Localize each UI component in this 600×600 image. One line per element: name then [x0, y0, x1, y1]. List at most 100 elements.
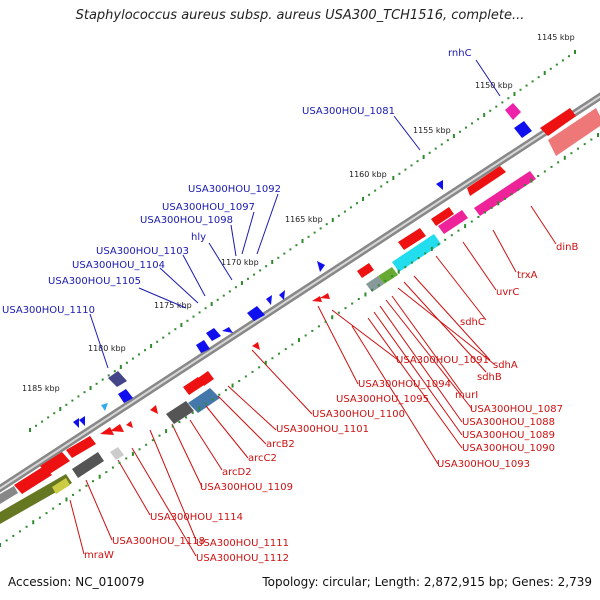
reverse-gene-arrow[interactable]: [72, 452, 104, 478]
forward-gene-arrow[interactable]: [196, 340, 210, 353]
gene-label[interactable]: dinB: [556, 242, 578, 253]
gene-label[interactable]: USA300HOU_1101: [276, 424, 369, 435]
gene-label[interactable]: USA300HOU_1088: [462, 417, 555, 428]
gene-label[interactable]: arcC2: [248, 453, 277, 464]
leader-line: [85, 479, 113, 541]
tick-mark: [228, 290, 231, 293]
tick-mark: [574, 50, 576, 54]
reverse-gene-arrow[interactable]: [320, 293, 330, 299]
reverse-gene-arrow[interactable]: [392, 234, 441, 272]
reverse-gene-arrow[interactable]: [110, 424, 124, 432]
tick-mark: [259, 269, 262, 272]
tick-mark: [557, 161, 560, 164]
gene-label[interactable]: USA300HOU_1093: [437, 459, 530, 470]
reverse-gene-arrow[interactable]: [474, 171, 536, 216]
reverse-gene-arrow[interactable]: [398, 228, 426, 250]
gene-label[interactable]: USA300HOU_1087: [470, 404, 563, 415]
reverse-gene-arrow[interactable]: [378, 267, 398, 284]
forward-gene-arrow[interactable]: [101, 403, 108, 411]
reverse-gene-arrow[interactable]: [40, 452, 70, 475]
gene-label[interactable]: USA300HOU_1100: [312, 409, 405, 420]
gene-label[interactable]: USA300HOU_1112: [196, 553, 289, 564]
reverse-gene-arrow[interactable]: [366, 276, 384, 292]
gene-label[interactable]: USA300HOU_1090: [462, 443, 555, 454]
gene-label[interactable]: USA300HOU_1094: [358, 379, 451, 390]
gene-label[interactable]: USA300HOU_1118: [112, 536, 205, 547]
forward-gene-arrow[interactable]: [73, 418, 79, 428]
tick-mark: [434, 147, 437, 150]
reverse-gene-arrow[interactable]: [100, 427, 114, 435]
gene-label[interactable]: USA300HOU_1105: [48, 276, 141, 287]
gene-label[interactable]: rnhC: [448, 48, 472, 59]
reverse-gene-arrow[interactable]: [467, 166, 506, 196]
tick-mark: [58, 503, 61, 505]
reverse-gene-arrow[interactable]: [198, 371, 214, 386]
reverse-gene-arrow[interactable]: [0, 486, 18, 504]
forward-gene-arrow[interactable]: [247, 306, 265, 321]
gene-label[interactable]: sdhA: [493, 360, 518, 371]
gene-label[interactable]: sdhC: [460, 317, 485, 328]
gene-label[interactable]: USA300HOU_1098: [140, 215, 233, 226]
reverse-gene-arrow[interactable]: [540, 108, 576, 136]
gene-label[interactable]: hly: [191, 232, 206, 243]
gene-label[interactable]: sdhB: [477, 372, 502, 383]
forward-gene-arrow[interactable]: [436, 180, 443, 190]
reverse-gene-labels: dinB trxA uvrC sdhC USA300HOU_1091 sdhB …: [84, 242, 578, 564]
reverse-gene-arrow[interactable]: [431, 207, 454, 226]
tick-mark: [178, 421, 181, 423]
tick-rail: [0, 50, 599, 547]
forward-gene-arrow[interactable]: [118, 389, 133, 403]
gene-label[interactable]: USA300HOU_1111: [196, 538, 289, 549]
reverse-gene-arrow[interactable]: [312, 296, 322, 302]
gene-label[interactable]: USA300HOU_1095: [336, 394, 429, 405]
gene-label[interactable]: uvrC: [496, 287, 519, 298]
gene-label[interactable]: USA300HOU_1104: [72, 260, 165, 271]
tick-mark: [550, 165, 553, 168]
gene-label[interactable]: USA300HOU_1103: [96, 246, 189, 257]
reverse-gene-arrow[interactable]: [52, 478, 70, 494]
forward-gene-arrow[interactable]: [222, 327, 233, 333]
tick-label: 1180 kbp: [88, 344, 126, 353]
tick-mark: [151, 439, 154, 442]
gene-label[interactable]: trxA: [517, 270, 538, 281]
forward-gene-arrow[interactable]: [108, 371, 127, 387]
tick-mark: [78, 489, 81, 492]
gene-label[interactable]: USA300HOU_1092: [188, 184, 281, 195]
tick-mark: [404, 266, 407, 269]
forward-gene-arrow[interactable]: [505, 103, 521, 120]
reverse-gene-arrow[interactable]: [438, 210, 468, 234]
forward-gene-arrow[interactable]: [279, 290, 285, 300]
reverse-gene-arrow[interactable]: [150, 405, 158, 414]
forward-gene-arrow[interactable]: [79, 416, 85, 426]
forward-gene-arrow[interactable]: [514, 121, 532, 138]
reverse-gene-arrow[interactable]: [188, 388, 220, 413]
forward-gene-arrow[interactable]: [317, 261, 325, 272]
gene-label[interactable]: arcB2: [266, 439, 295, 450]
reverse-gene-arrow[interactable]: [126, 421, 133, 428]
tick-mark: [465, 126, 467, 129]
forward-gene-arrow[interactable]: [266, 295, 272, 305]
gene-label[interactable]: mraW: [84, 550, 114, 561]
reverse-gene-arrow[interactable]: [548, 108, 600, 156]
gene-label[interactable]: USA300HOU_1089: [462, 430, 555, 441]
gene-label[interactable]: USA300HOU_1097: [162, 202, 255, 213]
tick-mark: [258, 366, 261, 369]
gene-label[interactable]: murI: [455, 390, 478, 401]
reverse-gene-arrow[interactable]: [357, 263, 374, 278]
reverse-gene-arrow[interactable]: [110, 447, 124, 460]
forward-gene-arrow[interactable]: [206, 328, 221, 341]
gene-label[interactable]: USA300HOU_1091: [396, 355, 489, 366]
gene-label[interactable]: arcD2: [222, 467, 252, 478]
tick-mark: [477, 216, 480, 218]
tick-mark: [543, 170, 546, 173]
gene-label[interactable]: USA300HOU_1114: [150, 512, 243, 523]
gene-label[interactable]: USA300HOU_1081: [302, 106, 395, 117]
reverse-gene-arrow[interactable]: [66, 436, 96, 458]
gene-label[interactable]: USA300HOU_1110: [2, 305, 95, 316]
tick-mark: [29, 428, 31, 432]
gene-label[interactable]: USA300HOU_1109: [200, 482, 293, 493]
reverse-gene-arrow[interactable]: [166, 401, 194, 424]
reverse-gene-arrow[interactable]: [252, 342, 260, 350]
reverse-gene-arrow[interactable]: [183, 377, 204, 395]
reverse-gene-arrow[interactable]: [14, 466, 52, 494]
